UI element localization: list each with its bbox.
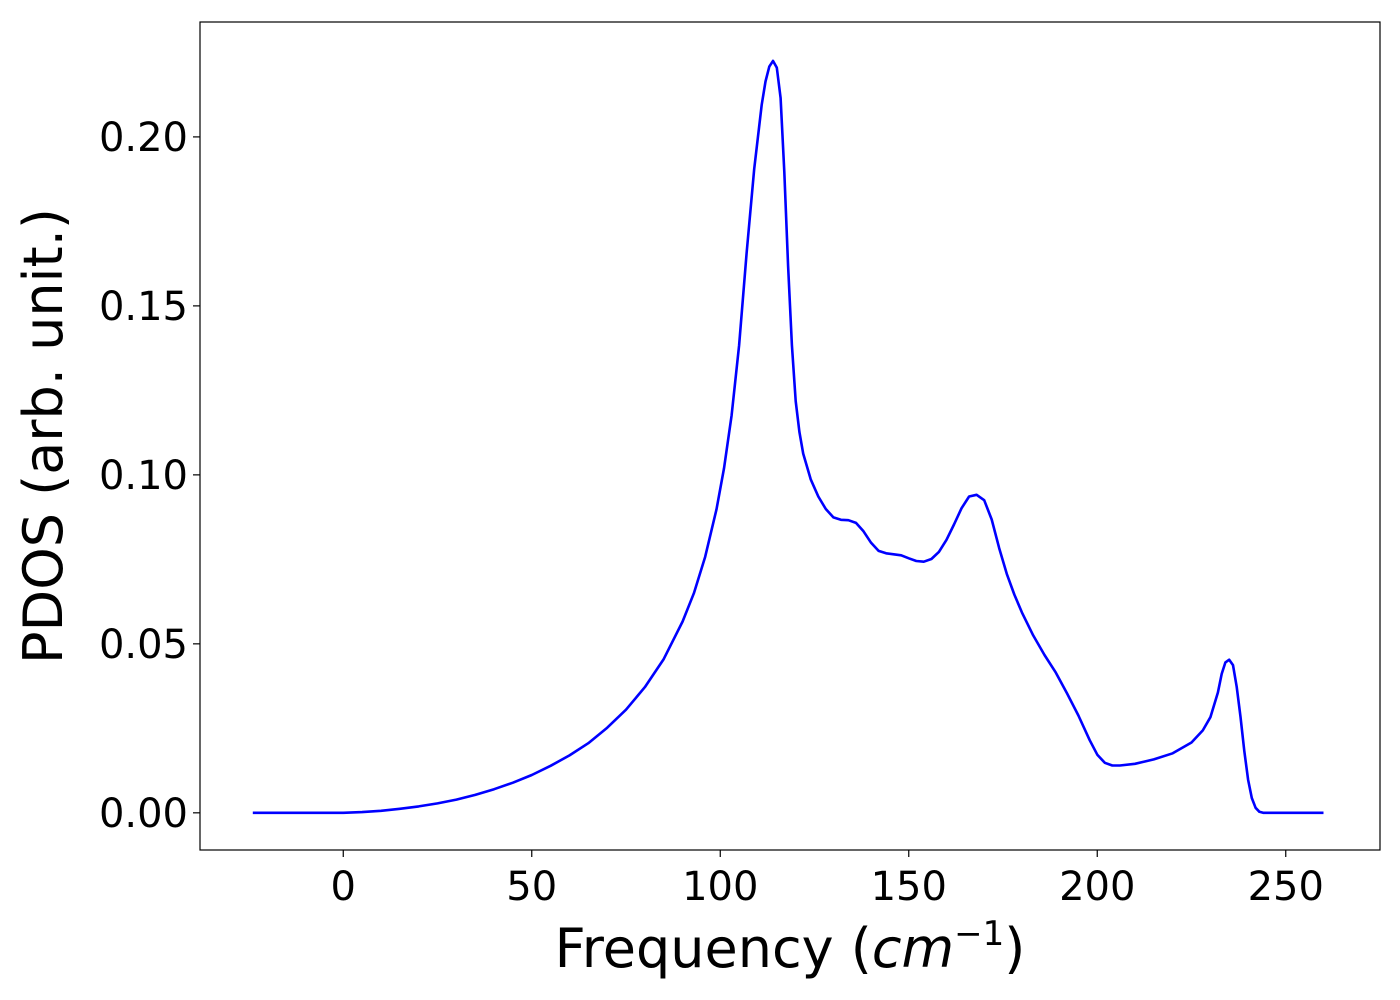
x-axis-label-unit: cm: [872, 917, 954, 980]
series-layer: [252, 59, 1324, 815]
y-tick-label: 0.20: [99, 115, 188, 161]
y-axis-label: PDOS (arb. unit.): [12, 208, 75, 664]
x-tick-label: 250: [1248, 864, 1324, 910]
x-tick-label: 50: [506, 864, 557, 910]
x-tick-label: 150: [871, 864, 947, 910]
x-axis-label: Frequency (cm−1): [555, 914, 1026, 980]
pdos-series-line: [252, 59, 1324, 815]
plot-frame: [199, 21, 1381, 851]
y-tick-label: 0.05: [99, 622, 188, 668]
x-axis-label-exponent: −1: [954, 914, 1004, 954]
y-tick-label: 0.10: [99, 453, 188, 499]
y-tick-label: 0.15: [99, 284, 188, 330]
x-tick-label: 0: [331, 864, 356, 910]
y-axis: 0.00 0.05 0.10 0.15 0.20: [99, 115, 200, 837]
x-axis: 0 50 100 150 200 250: [331, 850, 1324, 910]
y-tick-label: 0.00: [99, 791, 188, 837]
x-axis-label-main: Frequency (: [555, 917, 872, 980]
x-axis-label-close: ): [1004, 917, 1025, 980]
x-tick-label: 200: [1059, 864, 1135, 910]
x-tick-label: 100: [682, 864, 758, 910]
